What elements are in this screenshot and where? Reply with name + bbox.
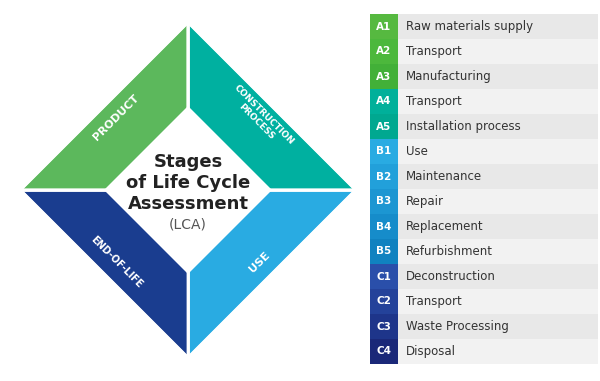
Text: Manufacturing: Manufacturing xyxy=(406,70,492,83)
FancyBboxPatch shape xyxy=(370,239,398,264)
FancyBboxPatch shape xyxy=(370,164,398,189)
FancyBboxPatch shape xyxy=(370,264,398,289)
FancyBboxPatch shape xyxy=(370,139,598,164)
FancyBboxPatch shape xyxy=(370,314,398,339)
Text: Deconstruction: Deconstruction xyxy=(406,270,496,283)
FancyBboxPatch shape xyxy=(370,39,598,64)
FancyBboxPatch shape xyxy=(370,214,598,239)
FancyBboxPatch shape xyxy=(370,339,398,364)
FancyBboxPatch shape xyxy=(370,339,598,364)
Text: Refurbishment: Refurbishment xyxy=(406,245,493,258)
FancyBboxPatch shape xyxy=(370,64,398,89)
Text: Transport: Transport xyxy=(406,295,462,308)
Text: PRODUCT: PRODUCT xyxy=(91,93,141,143)
FancyBboxPatch shape xyxy=(370,264,598,289)
Text: A5: A5 xyxy=(376,122,392,131)
Text: Maintenance: Maintenance xyxy=(406,170,482,183)
Polygon shape xyxy=(188,22,356,190)
Text: Transport: Transport xyxy=(406,45,462,58)
Text: of Life Cycle: of Life Cycle xyxy=(126,174,250,192)
Text: B4: B4 xyxy=(376,221,392,232)
FancyBboxPatch shape xyxy=(370,14,398,39)
Text: CONSTRUCTION
PROCESS: CONSTRUCTION PROCESS xyxy=(224,83,295,154)
FancyBboxPatch shape xyxy=(370,39,398,64)
FancyBboxPatch shape xyxy=(370,214,398,239)
Text: Waste Processing: Waste Processing xyxy=(406,320,509,333)
FancyBboxPatch shape xyxy=(370,89,398,114)
Text: Transport: Transport xyxy=(406,95,462,108)
Text: Repair: Repair xyxy=(406,195,444,208)
Polygon shape xyxy=(20,22,188,190)
Polygon shape xyxy=(188,190,356,358)
FancyBboxPatch shape xyxy=(370,314,598,339)
FancyBboxPatch shape xyxy=(370,89,598,114)
Text: C2: C2 xyxy=(377,296,391,306)
Text: C1: C1 xyxy=(377,272,391,282)
Text: Assessment: Assessment xyxy=(128,195,248,213)
FancyBboxPatch shape xyxy=(370,239,598,264)
Text: Replacement: Replacement xyxy=(406,220,484,233)
Text: A3: A3 xyxy=(376,72,392,82)
FancyBboxPatch shape xyxy=(370,289,398,314)
Text: B1: B1 xyxy=(376,147,392,157)
FancyBboxPatch shape xyxy=(370,139,398,164)
Text: USE: USE xyxy=(248,250,272,274)
Polygon shape xyxy=(20,190,188,358)
Text: Stages: Stages xyxy=(154,153,223,171)
FancyBboxPatch shape xyxy=(370,189,398,214)
FancyBboxPatch shape xyxy=(370,64,598,89)
Text: B2: B2 xyxy=(376,171,392,181)
Text: B3: B3 xyxy=(376,197,392,207)
Text: A1: A1 xyxy=(376,21,392,32)
Text: A4: A4 xyxy=(376,96,392,107)
FancyBboxPatch shape xyxy=(370,289,598,314)
Text: C3: C3 xyxy=(377,322,391,331)
Text: Use: Use xyxy=(406,145,428,158)
Text: END-OF-LIFE: END-OF-LIFE xyxy=(88,234,144,290)
Text: C4: C4 xyxy=(377,346,392,357)
Text: Installation process: Installation process xyxy=(406,120,521,133)
Text: Raw materials supply: Raw materials supply xyxy=(406,20,533,33)
Text: B5: B5 xyxy=(376,247,392,256)
FancyBboxPatch shape xyxy=(370,114,598,139)
FancyBboxPatch shape xyxy=(370,164,598,189)
Text: A2: A2 xyxy=(376,46,392,56)
Text: (LCA): (LCA) xyxy=(169,217,207,231)
FancyBboxPatch shape xyxy=(370,189,598,214)
Polygon shape xyxy=(104,106,272,274)
Text: Disposal: Disposal xyxy=(406,345,456,358)
FancyBboxPatch shape xyxy=(370,114,398,139)
FancyBboxPatch shape xyxy=(370,14,598,39)
